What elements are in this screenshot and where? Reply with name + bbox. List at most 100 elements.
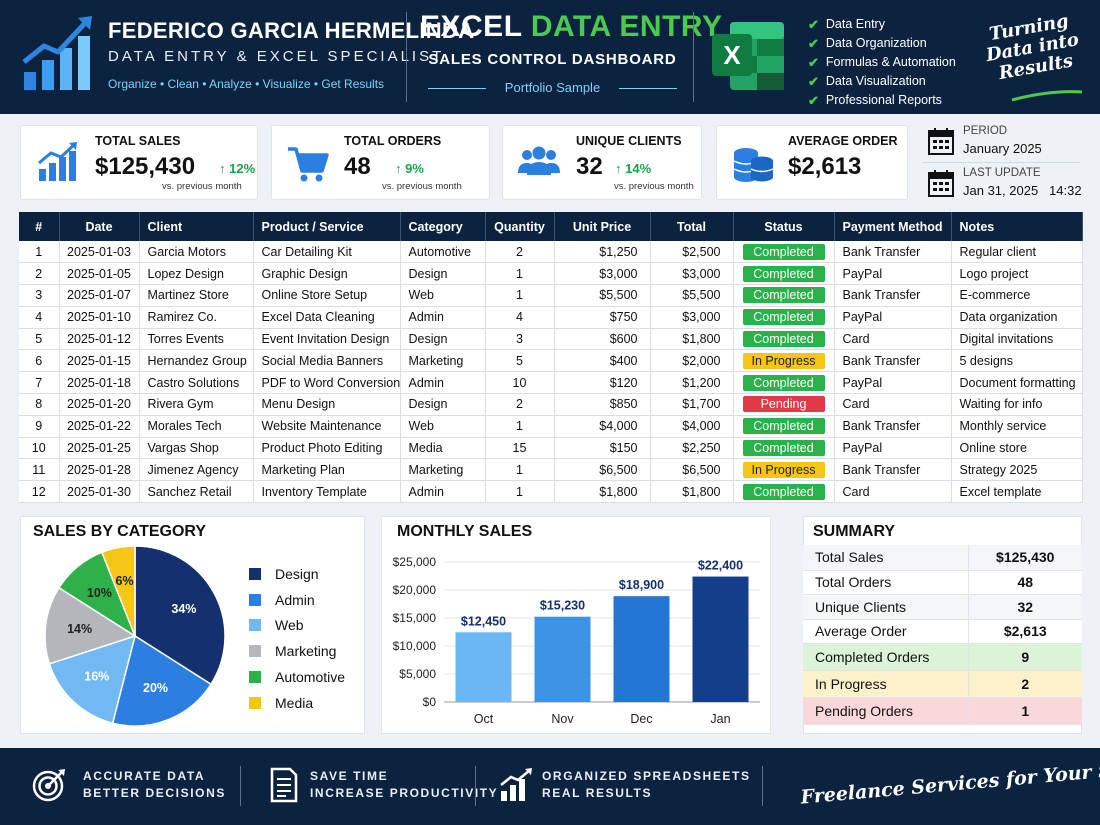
cell-status[interactable]: In Progress (733, 458, 835, 482)
cell-status[interactable]: Completed (733, 328, 835, 351)
cell-payment[interactable]: PayPal (834, 262, 952, 286)
cell-n[interactable]: 7 (19, 371, 60, 395)
table-row[interactable]: 9 2025-01-22 Morales Tech Website Maintenan… (19, 415, 1083, 438)
column-header[interactable]: Total (650, 212, 734, 241)
column-header[interactable]: # (19, 212, 60, 241)
cell-notes[interactable]: Strategy 2025 (951, 458, 1083, 482)
cell-total[interactable]: $1,800 (650, 480, 734, 504)
cell-category[interactable]: Admin (400, 480, 486, 504)
cell-product[interactable]: Car Detailing Kit (253, 241, 401, 264)
cell-n[interactable]: 8 (19, 393, 60, 416)
cell-qty[interactable]: 1 (485, 415, 555, 438)
cell-date[interactable]: 2025-01-20 (59, 393, 140, 416)
cell-product[interactable]: Event Invitation Design (253, 328, 401, 351)
cell-status[interactable]: Completed (733, 415, 835, 438)
cell-notes[interactable]: Excel template (951, 480, 1083, 504)
cell-category[interactable]: Web (400, 415, 486, 438)
table-row[interactable]: 12 2025-01-30 Sanchez Retail Inventory Temp… (19, 480, 1083, 504)
cell-status[interactable]: In Progress (733, 349, 835, 373)
table-row[interactable]: 11 2025-01-28 Jimenez Agency Marketing Plan… (19, 458, 1083, 482)
cell-price[interactable]: $1,250 (554, 241, 651, 264)
cell-status[interactable]: Completed (733, 437, 835, 460)
cell-payment[interactable]: Bank Transfer (834, 458, 952, 482)
column-header[interactable]: Quantity (485, 212, 555, 241)
cell-total[interactable]: $1,800 (650, 328, 734, 351)
cell-price[interactable]: $120 (554, 371, 651, 395)
cell-date[interactable]: 2025-01-15 (59, 349, 140, 373)
cell-total[interactable]: $1,700 (650, 393, 734, 416)
cell-qty[interactable]: 3 (485, 328, 555, 351)
table-row[interactable]: 5 2025-01-12 Torres Events Event Invitation… (19, 328, 1083, 351)
cell-category[interactable]: Admin (400, 306, 486, 329)
cell-category[interactable]: Design (400, 393, 486, 416)
cell-qty[interactable]: 2 (485, 393, 555, 416)
cell-client[interactable]: Martinez Store (139, 284, 254, 307)
cell-product[interactable]: Product Photo Editing (253, 437, 401, 460)
cell-client[interactable]: Ramirez Co. (139, 306, 254, 329)
cell-date[interactable]: 2025-01-03 (59, 241, 140, 264)
cell-date[interactable]: 2025-01-07 (59, 284, 140, 307)
column-header[interactable]: Status (733, 212, 835, 241)
cell-category[interactable]: Media (400, 437, 486, 460)
cell-price[interactable]: $600 (554, 328, 651, 351)
column-header[interactable]: Notes (951, 212, 1083, 241)
cell-n[interactable]: 5 (19, 328, 60, 351)
column-header[interactable]: Payment Method (834, 212, 952, 241)
cell-payment[interactable]: Card (834, 393, 952, 416)
cell-client[interactable]: Hernandez Group (139, 349, 254, 373)
cell-client[interactable]: Castro Solutions (139, 371, 254, 395)
cell-qty[interactable]: 1 (485, 262, 555, 286)
cell-date[interactable]: 2025-01-05 (59, 262, 140, 286)
cell-client[interactable]: Morales Tech (139, 415, 254, 438)
cell-n[interactable]: 3 (19, 284, 60, 307)
cell-payment[interactable]: PayPal (834, 306, 952, 329)
cell-product[interactable]: Inventory Template (253, 480, 401, 504)
cell-category[interactable]: Design (400, 262, 486, 286)
cell-status[interactable]: Completed (733, 241, 835, 264)
cell-client[interactable]: Garcia Motors (139, 241, 254, 264)
cell-notes[interactable]: Regular client (951, 241, 1083, 264)
column-header[interactable]: Date (59, 212, 140, 241)
cell-date[interactable]: 2025-01-30 (59, 480, 140, 504)
cell-n[interactable]: 1 (19, 241, 60, 264)
cell-product[interactable]: Social Media Banners (253, 349, 401, 373)
column-header[interactable]: Category (400, 212, 486, 241)
cell-status[interactable]: Completed (733, 480, 835, 504)
cell-total[interactable]: $1,200 (650, 371, 734, 395)
column-header[interactable]: Unit Price (554, 212, 651, 241)
cell-price[interactable]: $6,500 (554, 458, 651, 482)
cell-product[interactable]: Excel Data Cleaning (253, 306, 401, 329)
cell-date[interactable]: 2025-01-28 (59, 458, 140, 482)
cell-n[interactable]: 12 (19, 480, 60, 504)
cell-notes[interactable]: E-commerce (951, 284, 1083, 307)
cell-total[interactable]: $4,000 (650, 415, 734, 438)
cell-client[interactable]: Lopez Design (139, 262, 254, 286)
cell-client[interactable]: Rivera Gym (139, 393, 254, 416)
cell-client[interactable]: Sanchez Retail (139, 480, 254, 504)
cell-notes[interactable]: Document formatting (951, 371, 1083, 395)
cell-category[interactable]: Marketing (400, 349, 486, 373)
cell-product[interactable]: PDF to Word Conversion (253, 371, 401, 395)
cell-notes[interactable]: Monthly service (951, 415, 1083, 438)
cell-status[interactable]: Completed (733, 262, 835, 286)
cell-date[interactable]: 2025-01-10 (59, 306, 140, 329)
cell-client[interactable]: Jimenez Agency (139, 458, 254, 482)
cell-price[interactable]: $1,800 (554, 480, 651, 504)
cell-total[interactable]: $2,250 (650, 437, 734, 460)
table-row[interactable]: 8 2025-01-20 Rivera Gym Menu Design Design 2 $… (19, 393, 1083, 416)
cell-qty[interactable]: 15 (485, 437, 555, 460)
cell-price[interactable]: $3,000 (554, 262, 651, 286)
cell-product[interactable]: Online Store Setup (253, 284, 401, 307)
cell-payment[interactable]: Card (834, 328, 952, 351)
cell-total[interactable]: $2,500 (650, 241, 734, 264)
cell-price[interactable]: $850 (554, 393, 651, 416)
cell-client[interactable]: Vargas Shop (139, 437, 254, 460)
cell-n[interactable]: 9 (19, 415, 60, 438)
cell-price[interactable]: $4,000 (554, 415, 651, 438)
cell-category[interactable]: Web (400, 284, 486, 307)
cell-n[interactable]: 10 (19, 437, 60, 460)
cell-payment[interactable]: Card (834, 480, 952, 504)
cell-qty[interactable]: 10 (485, 371, 555, 395)
table-row[interactable]: 7 2025-01-18 Castro Solutions PDF to Word C… (19, 371, 1083, 395)
cell-notes[interactable]: Waiting for info (951, 393, 1083, 416)
